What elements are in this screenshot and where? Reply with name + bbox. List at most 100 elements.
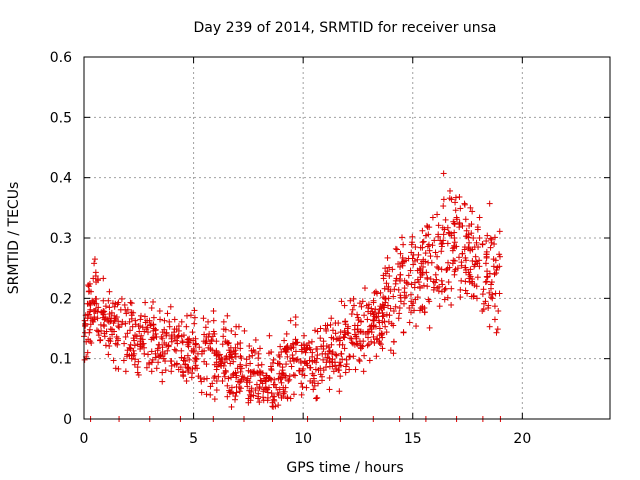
data-point (322, 350, 329, 357)
data-point (161, 326, 168, 333)
data-point (311, 382, 318, 389)
data-point (276, 361, 283, 368)
data-point (471, 263, 478, 270)
data-point (317, 325, 324, 332)
data-point (411, 307, 418, 314)
data-point (451, 220, 458, 227)
data-point (255, 355, 262, 362)
data-point (351, 331, 358, 338)
data-point (410, 261, 417, 268)
data-point (343, 356, 350, 363)
data-point (236, 379, 243, 386)
data-point (346, 366, 353, 373)
data-point (449, 245, 456, 252)
data-point (337, 362, 344, 369)
data-point (292, 339, 299, 346)
data-point (357, 328, 364, 335)
data-point (432, 249, 439, 256)
data-point (417, 274, 424, 281)
data-point (131, 361, 138, 368)
data-point (371, 309, 378, 316)
data-point (148, 368, 155, 375)
data-point (275, 360, 282, 367)
data-point (155, 359, 162, 366)
data-point (268, 365, 275, 372)
data-point (392, 245, 399, 252)
data-point (192, 365, 199, 372)
data-point (393, 246, 400, 253)
data-point (224, 339, 231, 346)
data-point (337, 373, 344, 380)
data-point (152, 354, 159, 361)
data-point (231, 350, 238, 357)
data-point (326, 355, 333, 362)
data-point (332, 330, 339, 337)
data-point (224, 382, 231, 389)
data-point (341, 327, 348, 334)
data-point (359, 329, 366, 336)
data-point (480, 306, 487, 313)
data-point (486, 270, 493, 277)
data-point (211, 396, 218, 403)
data-point (192, 341, 199, 348)
data-point (93, 327, 100, 334)
data-point (273, 384, 280, 391)
data-point (307, 377, 314, 384)
data-point (126, 318, 133, 325)
data-point (408, 281, 415, 288)
data-point (116, 324, 123, 331)
data-point (87, 301, 94, 308)
data-point (266, 374, 273, 381)
data-point (203, 375, 210, 382)
data-point (280, 393, 287, 400)
data-point (141, 313, 148, 320)
x-tick-label: 5 (189, 431, 198, 447)
data-point (175, 323, 182, 330)
data-point (483, 254, 490, 261)
data-point (135, 358, 142, 365)
data-point (171, 316, 178, 323)
data-point (370, 322, 377, 329)
data-point (310, 386, 317, 393)
data-point (341, 334, 348, 341)
data-point (292, 348, 299, 355)
data-point (149, 356, 156, 363)
data-point (183, 377, 190, 384)
data-point (154, 345, 161, 352)
data-point (350, 353, 357, 360)
data-point (95, 332, 102, 339)
data-point (409, 233, 416, 240)
data-point (184, 312, 191, 319)
data-point (482, 260, 489, 267)
data-point (171, 346, 178, 353)
data-point (94, 276, 101, 283)
data-point (444, 294, 451, 301)
data-point (488, 279, 495, 286)
data-point (438, 248, 445, 255)
data-point (348, 335, 355, 342)
data-point (148, 304, 155, 311)
data-point (378, 305, 385, 312)
data-point (167, 303, 174, 310)
data-point (307, 346, 314, 353)
data-point (420, 238, 427, 245)
data-point (340, 333, 347, 340)
data-point (161, 339, 168, 346)
data-point (406, 319, 413, 326)
data-point (404, 280, 411, 287)
data-point (229, 371, 236, 378)
data-point (490, 263, 497, 270)
data-point (87, 315, 94, 322)
data-point (236, 388, 243, 395)
data-point (476, 235, 483, 241)
data-point (451, 229, 458, 236)
data-point (484, 232, 491, 239)
y-tick-label: 0.5 (50, 110, 72, 126)
data-point (132, 321, 139, 328)
data-point (299, 384, 306, 391)
data-point (407, 291, 414, 298)
data-point (356, 338, 363, 345)
data-point (111, 317, 118, 324)
data-point (241, 327, 248, 334)
data-point (438, 266, 445, 273)
